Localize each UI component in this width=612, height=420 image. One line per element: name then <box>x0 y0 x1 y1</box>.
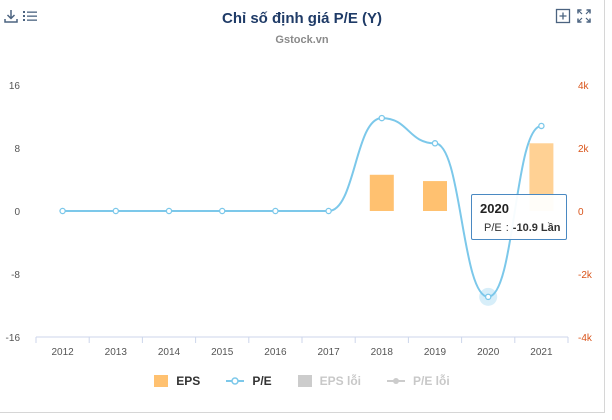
tooltip: 2020 P/E: -10.9 Lần <box>471 194 567 240</box>
x-tick-label: 2015 <box>211 347 234 358</box>
y-left-tick-label: 0 <box>14 207 20 218</box>
tooltip-year: 2020 <box>480 201 509 216</box>
y-left-tick-label: -8 <box>11 270 20 281</box>
x-tick-label: 2019 <box>424 347 447 358</box>
toolbar-left <box>3 8 38 24</box>
tooltip-series-name: P/E <box>484 222 502 234</box>
legend-item-eps-loss[interactable]: EPS lỗi <box>297 374 361 388</box>
y-right-tick-label: -4k <box>578 333 593 344</box>
fullscreen-icon[interactable] <box>576 8 592 24</box>
x-tick-label: 2021 <box>530 347 553 358</box>
pe-point <box>325 207 332 215</box>
download-icon[interactable] <box>3 8 19 24</box>
y-left-tick-label: -16 <box>6 333 21 344</box>
add-box-icon[interactable] <box>555 8 571 24</box>
legend-pe-label: P/E <box>252 374 272 388</box>
y-left-tick-label: 16 <box>9 81 21 92</box>
pe-point <box>165 207 173 215</box>
tooltip-value: -10.9 Lần <box>512 222 561 234</box>
pe-point <box>112 207 120 215</box>
x-tick-label: 2012 <box>51 347 74 358</box>
legend-eps-loss-swatch <box>297 375 312 387</box>
x-tick-label: 2013 <box>105 347 128 358</box>
eps-bar <box>423 181 447 211</box>
pe-point <box>218 207 226 215</box>
legend-item-eps[interactable]: EPS <box>154 374 200 388</box>
chart-plot: 16 8 0 -8 -16 4k 2k 0 -2k -4k 2012 2013 2014 2015 2016… <box>6 81 593 358</box>
eps-bar <box>369 174 394 211</box>
legend-pe-swatch <box>226 377 245 385</box>
tooltip-row: P/E: -10.9 Lần <box>484 222 561 234</box>
chart-subtitle: Gstock.vn <box>275 34 329 46</box>
x-tick-label: 2016 <box>264 347 287 358</box>
pe-point <box>378 114 386 122</box>
x-tick-label: 2017 <box>317 347 340 358</box>
legend-pe-loss-swatch <box>387 378 405 384</box>
pe-point <box>431 140 439 147</box>
legend-item-pe[interactable]: P/E <box>226 374 272 388</box>
y-right-tick-label: -2k <box>578 270 593 281</box>
legend-pe-loss-label: P/E lỗi <box>413 374 450 388</box>
pe-point <box>484 293 492 301</box>
pe-point <box>59 207 66 215</box>
y-left-tick-label: 8 <box>14 144 20 155</box>
x-tick-label: 2014 <box>158 347 181 358</box>
pe-point <box>538 122 545 130</box>
pe-line <box>62 117 542 298</box>
legend-eps-swatch <box>154 375 169 387</box>
menu-icon[interactable] <box>22 8 38 24</box>
y-right-tick-label: 4k <box>578 81 590 92</box>
toolbar-right <box>555 8 592 24</box>
legend-item-pe-loss[interactable]: P/E lỗi <box>387 374 450 388</box>
x-tick-label: 2018 <box>371 347 394 358</box>
y-right-tick-label: 0 <box>578 207 584 218</box>
y-right-tick-label: 2k <box>578 144 590 155</box>
chart-container: Chỉ số định giá P/E (Y) Gstock.vn 16 8 0 -8… <box>0 0 605 413</box>
pe-point <box>272 207 279 215</box>
legend-eps-loss-label: EPS lỗi <box>319 374 361 388</box>
legend-eps-label: EPS <box>176 374 201 388</box>
legend: EPS P/E EPS lỗi P/E lỗi <box>0 374 604 388</box>
chart-title: Chỉ số định giá P/E (Y) <box>221 10 382 27</box>
x-tick-label: 2020 <box>477 347 500 358</box>
